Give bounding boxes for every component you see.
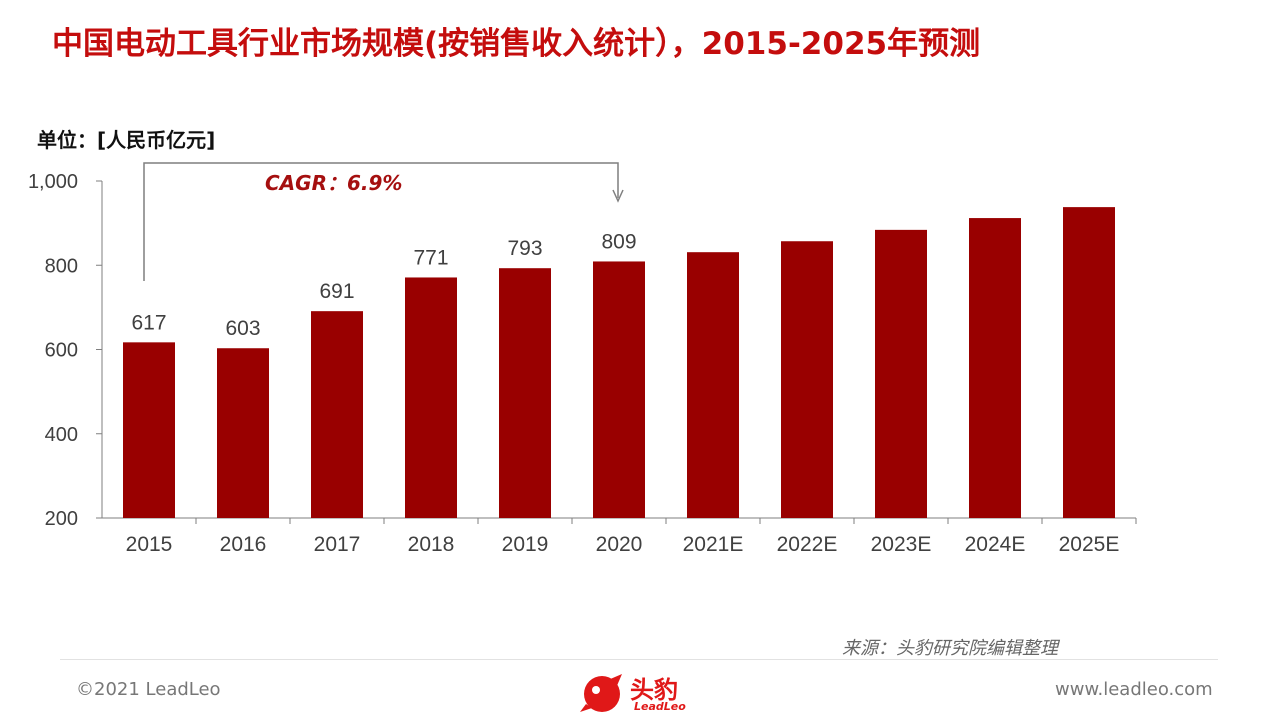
bar	[875, 229, 927, 519]
y-tick-label: 400	[45, 424, 78, 446]
bar	[593, 261, 645, 518]
cagr-label: CAGR：6.9%	[265, 171, 402, 195]
x-tick-label: 2023E	[871, 533, 932, 556]
y-tick-label: 600	[45, 340, 78, 362]
source-note: 来源：头豹研究院编辑整理	[842, 638, 1058, 659]
x-tick-label: 2025E	[1059, 533, 1120, 556]
data-label: 771	[413, 246, 448, 269]
data-label: 617	[131, 311, 166, 334]
leopard-logo-icon	[580, 674, 622, 712]
unit-label: 单位：[人民币亿元]	[37, 128, 216, 152]
cagr-arrow-icon	[612, 189, 624, 203]
bar	[781, 241, 833, 518]
data-label: 603	[225, 317, 260, 340]
x-tick-label: 2015	[126, 533, 173, 556]
bar	[969, 218, 1021, 518]
bar	[311, 311, 363, 518]
page-title: 中国电动工具行业市场规模(按销售收入统计），2015-2025年预测	[52, 26, 981, 62]
y-tick-label: 200	[45, 508, 78, 530]
data-label: 793	[507, 237, 542, 260]
cagr-bracket	[143, 162, 619, 281]
logo-subtext: LeadLeo	[634, 700, 686, 713]
bar	[499, 268, 551, 518]
logo-text: 头豹	[630, 676, 678, 704]
x-tick-label: 2020	[596, 533, 643, 556]
footer-divider	[60, 659, 1218, 660]
x-tick-label: 2016	[220, 533, 267, 556]
bar	[405, 277, 457, 518]
data-label: 809	[601, 230, 636, 253]
x-tick-label: 2018	[408, 533, 455, 556]
y-tick-label: 1,000	[28, 171, 78, 193]
x-tick-label: 2019	[502, 533, 549, 556]
bar	[1063, 207, 1115, 518]
leadleo-logo: 头豹 LeadLeo	[578, 666, 708, 716]
bar	[687, 252, 739, 518]
copyright-text: ©2021 LeadLeo	[76, 679, 221, 700]
x-tick-label: 2024E	[965, 533, 1026, 556]
y-tick-label: 800	[45, 255, 78, 277]
bar	[123, 342, 175, 518]
data-label: 691	[319, 280, 354, 303]
bar	[217, 348, 269, 518]
x-tick-label: 2017	[314, 533, 361, 556]
website-link[interactable]: www.leadleo.com	[1055, 679, 1213, 700]
x-tick-label: 2021E	[683, 533, 744, 556]
x-tick-label: 2022E	[777, 533, 838, 556]
